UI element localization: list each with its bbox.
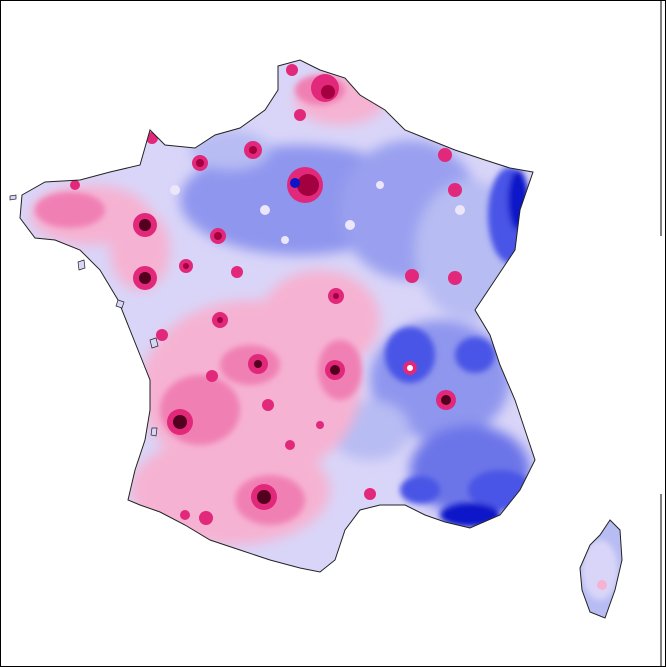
- hotspots: [70, 64, 462, 525]
- small-islands: [9, 194, 159, 437]
